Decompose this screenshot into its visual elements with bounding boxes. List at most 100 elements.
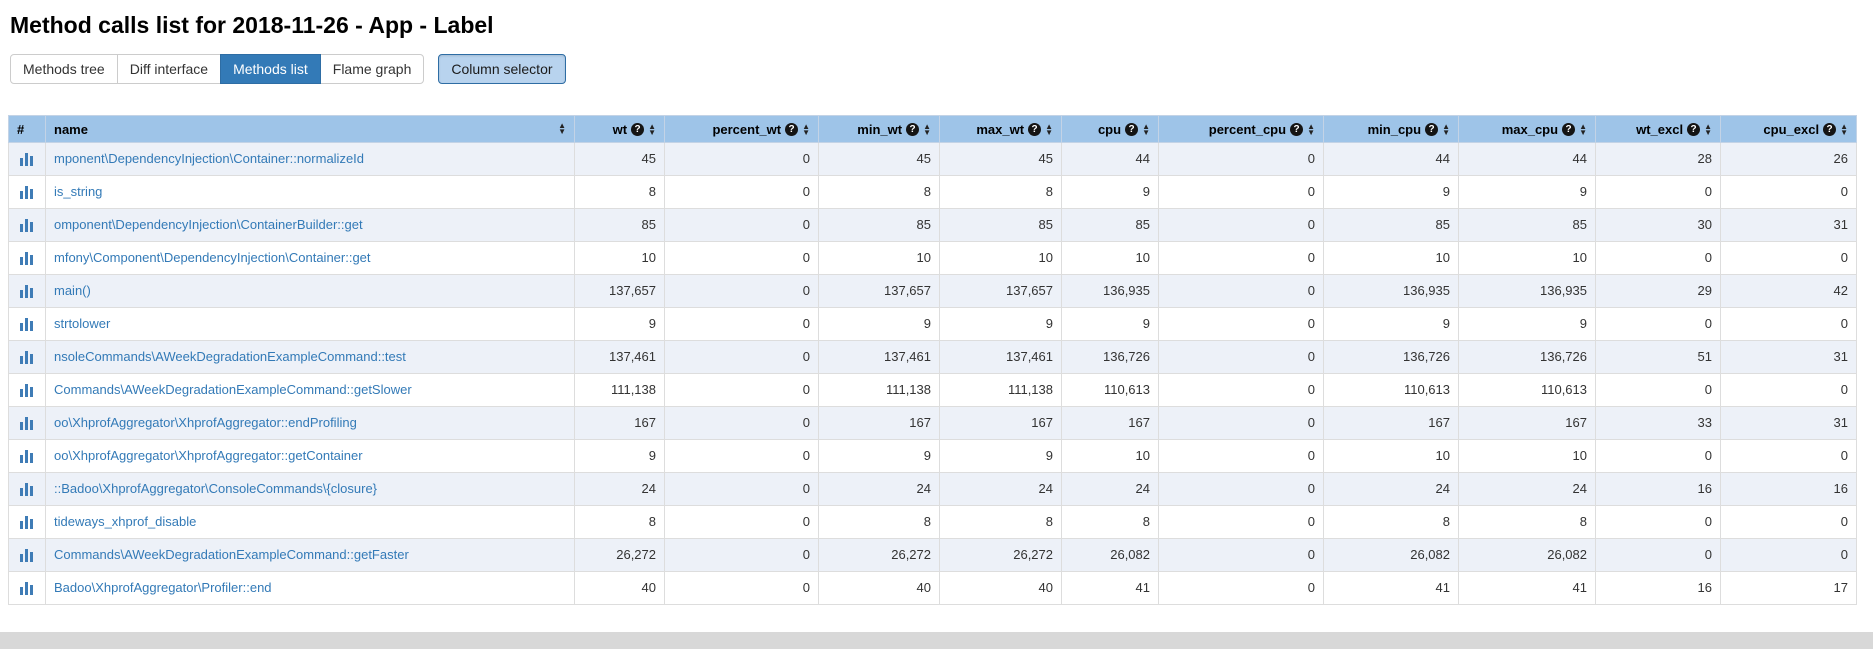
help-icon[interactable]: ?: [1425, 123, 1439, 137]
cell-max_cpu: 10: [1458, 439, 1596, 474]
method-link[interactable]: mponent\DependencyInjection\Container::n…: [54, 151, 365, 167]
cell-max_wt: 8: [939, 505, 1062, 540]
help-icon[interactable]: ?: [1028, 123, 1042, 137]
column-header-max_wt[interactable]: max_wt? ▲ ▼: [939, 114, 1062, 144]
bar-chart-icon[interactable]: [20, 547, 34, 563]
cell-percent_cpu: 0: [1158, 175, 1324, 210]
cell-min_cpu: 9: [1323, 307, 1459, 342]
method-calls-table-wrap: # name ▲ ▼ wt? ▲ ▼ percent_wt? ▲ ▼ min_wt? ▲ ▼ max_wt…: [8, 114, 1873, 606]
sort-icon: ▲ ▼: [1840, 121, 1848, 137]
cell-percent_cpu: 0: [1158, 571, 1324, 606]
bar-chart-icon[interactable]: [20, 250, 34, 266]
method-link[interactable]: main(): [54, 283, 91, 299]
method-link[interactable]: ::Badoo\XhprofAggregator\ConsoleCommands…: [54, 481, 378, 497]
row-chart-cell: [8, 175, 46, 210]
sort-icon: ▲ ▼: [923, 121, 931, 137]
help-icon[interactable]: ?: [1823, 123, 1837, 137]
tab-methods-list[interactable]: Methods list: [220, 54, 321, 84]
bar-chart-icon[interactable]: [20, 415, 34, 431]
cell-cpu_excl: 0: [1720, 241, 1857, 276]
method-link[interactable]: omponent\DependencyInjection\ContainerBu…: [54, 217, 363, 233]
column-selector-button[interactable]: Column selector: [438, 54, 566, 84]
bar-chart-icon[interactable]: [20, 184, 34, 200]
method-link[interactable]: is_string: [54, 184, 103, 200]
method-link[interactable]: oo\XhprofAggregator\XhprofAggregator::en…: [54, 415, 357, 431]
row-chart-cell: [8, 472, 46, 507]
help-icon[interactable]: ?: [785, 123, 799, 137]
column-header-percent_cpu[interactable]: percent_cpu? ▲ ▼: [1158, 114, 1324, 144]
method-name-cell: Commands\AWeekDegradationExampleCommand:…: [45, 373, 575, 408]
horizontal-scrollbar[interactable]: [0, 632, 1873, 649]
bar-chart-icon[interactable]: [20, 481, 34, 497]
cell-min_cpu: 41: [1323, 571, 1459, 606]
row-chart-cell: [8, 373, 46, 408]
method-link[interactable]: Badoo\XhprofAggregator\Profiler::end: [54, 580, 272, 596]
column-header-percent_wt[interactable]: percent_wt? ▲ ▼: [664, 114, 819, 144]
help-icon[interactable]: ?: [1562, 123, 1576, 137]
bar-chart-icon[interactable]: [20, 217, 34, 233]
cell-percent_wt: 0: [664, 307, 819, 342]
column-header-wt[interactable]: wt? ▲ ▼: [574, 114, 665, 144]
cell-max_wt: 9: [939, 439, 1062, 474]
bar-chart-icon[interactable]: [20, 448, 34, 464]
column-header-min_wt[interactable]: min_wt? ▲ ▼: [818, 114, 940, 144]
bar-chart-icon[interactable]: [20, 580, 34, 596]
cell-min_wt: 9: [818, 439, 940, 474]
method-link[interactable]: tideways_xhprof_disable: [54, 514, 197, 530]
column-label: wt: [612, 122, 628, 138]
cell-percent_wt: 0: [664, 208, 819, 243]
help-icon[interactable]: ?: [1125, 123, 1139, 137]
cell-wt_excl: 16: [1595, 472, 1721, 507]
cell-percent_cpu: 0: [1158, 340, 1324, 375]
help-icon[interactable]: ?: [631, 123, 645, 137]
method-link[interactable]: nsoleCommands\AWeekDegradationExampleCom…: [54, 349, 406, 365]
cell-cpu_excl: 31: [1720, 406, 1857, 441]
tab-methods-tree[interactable]: Methods tree: [10, 54, 118, 84]
cell-percent_cpu: 0: [1158, 439, 1324, 474]
method-link[interactable]: oo\XhprofAggregator\XhprofAggregator::ge…: [54, 448, 363, 464]
bar-chart-icon[interactable]: [20, 151, 34, 167]
help-icon[interactable]: ?: [906, 123, 920, 137]
column-header-wt_excl[interactable]: wt_excl? ▲ ▼: [1595, 114, 1721, 144]
column-header-min_cpu[interactable]: min_cpu? ▲ ▼: [1323, 114, 1459, 144]
cell-percent_wt: 0: [664, 142, 819, 177]
column-header-cpu[interactable]: cpu? ▲ ▼: [1061, 114, 1159, 144]
cell-cpu_excl: 0: [1720, 373, 1857, 408]
bar-chart-icon[interactable]: [20, 382, 34, 398]
column-header-max_cpu[interactable]: max_cpu? ▲ ▼: [1458, 114, 1596, 144]
column-header-cpu_excl[interactable]: cpu_excl? ▲ ▼: [1720, 114, 1857, 144]
column-label: cpu_excl: [1763, 122, 1820, 138]
tab-flame-graph[interactable]: Flame graph: [319, 54, 425, 84]
cell-percent_wt: 0: [664, 406, 819, 441]
cell-percent_wt: 0: [664, 472, 819, 507]
cell-min_cpu: 10: [1323, 241, 1459, 276]
cell-max_cpu: 110,613: [1458, 373, 1596, 408]
sort-icon: ▲ ▼: [1442, 121, 1450, 137]
column-header-name[interactable]: name ▲ ▼: [45, 114, 575, 144]
method-name-cell: mfony\Component\DependencyInjection\Cont…: [45, 241, 575, 276]
cell-wt_excl: 16: [1595, 571, 1721, 606]
bar-chart-icon[interactable]: [20, 283, 34, 299]
bar-chart-icon[interactable]: [20, 514, 34, 530]
method-name-cell: Badoo\XhprofAggregator\Profiler::end: [45, 571, 575, 606]
method-link[interactable]: mfony\Component\DependencyInjection\Cont…: [54, 250, 371, 266]
method-link[interactable]: strtolower: [54, 316, 111, 332]
tab-diff-interface[interactable]: Diff interface: [116, 54, 222, 84]
help-icon[interactable]: ?: [1290, 123, 1304, 137]
method-link[interactable]: Commands\AWeekDegradationExampleCommand:…: [54, 382, 412, 398]
cell-cpu_excl: 16: [1720, 472, 1857, 507]
sort-icon: ▲ ▼: [648, 121, 656, 137]
cell-wt_excl: 0: [1595, 241, 1721, 276]
cell-cpu: 26,082: [1061, 538, 1159, 573]
bar-chart-icon[interactable]: [20, 349, 34, 365]
cell-wt: 8: [574, 505, 665, 540]
row-chart-cell: [8, 340, 46, 375]
cell-max_wt: 111,138: [939, 373, 1062, 408]
cell-cpu: 9: [1061, 307, 1159, 342]
method-name-cell: is_string: [45, 175, 575, 210]
method-link[interactable]: Commands\AWeekDegradationExampleCommand:…: [54, 547, 409, 563]
cell-cpu_excl: 31: [1720, 208, 1857, 243]
help-icon[interactable]: ?: [1687, 123, 1701, 137]
cell-wt: 26,272: [574, 538, 665, 573]
bar-chart-icon[interactable]: [20, 316, 34, 332]
